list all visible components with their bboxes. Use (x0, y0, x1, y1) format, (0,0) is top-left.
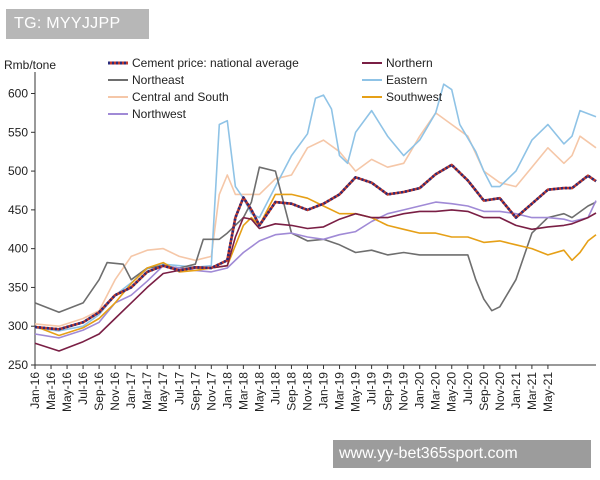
legend-label-northern: Northern (386, 56, 433, 70)
x-tick-label: Nov-19 (397, 372, 411, 411)
x-tick-label: Jan-19 (317, 372, 331, 409)
x-axis: Jan-16 Mar-16 May-16 Jul-16 Sep-16 Nov-16 Jan-… (28, 364, 596, 412)
legend-label-eastern: Eastern (386, 73, 427, 87)
x-tick-label: Jul-17 (172, 372, 186, 405)
x-tick-label: May-19 (349, 372, 363, 412)
series-line-eastern (34, 83, 597, 332)
x-tick-label: Mar-19 (333, 372, 347, 410)
series-line-central-and-south (34, 112, 597, 327)
y-tick-label: 450 (8, 203, 28, 217)
legend-label-southwest: Southwest (386, 90, 443, 104)
y-tick-label: 600 (8, 87, 28, 101)
x-tick-label: Mar-18 (236, 372, 250, 410)
x-tick-label: May-20 (445, 372, 459, 412)
x-tick-label: May-18 (252, 372, 266, 412)
y-tick-label: 400 (8, 242, 28, 256)
x-tick-label: Sep-17 (188, 372, 202, 411)
legend-label-northeast: Northeast (132, 73, 185, 87)
y-axis-label: Rmb/tone (4, 58, 56, 72)
series-line-southwest (34, 193, 597, 337)
watermark-bottom: www.yy-bet365sport.com (333, 440, 591, 468)
legend: Cement price: national average Northern Ea… (108, 56, 443, 121)
x-tick-label: Mar-20 (429, 372, 443, 410)
x-tick-label: Jan-18 (220, 372, 234, 409)
x-tick-label: Jul-16 (76, 372, 90, 405)
x-tick-label: Sep-16 (92, 372, 106, 411)
series-line-northeast (34, 166, 597, 314)
x-tick-label: Jul-20 (461, 372, 475, 405)
x-tick-label: May-17 (156, 372, 170, 412)
x-tick-label: Mar-17 (140, 372, 154, 410)
x-tick-label: Jul-19 (365, 372, 379, 405)
x-tick-label: Sep-19 (381, 372, 395, 411)
x-tick-label: Jul-18 (268, 372, 282, 405)
watermark-top: TG: MYYJJPP (6, 9, 149, 39)
x-tick-label: Jan-16 (28, 372, 42, 409)
legend-label-central-and-south: Central and South (132, 90, 229, 104)
y-axis: 250 300 350 400 450 500 550 600 (8, 72, 36, 372)
x-tick-label: Nov-17 (204, 372, 218, 411)
x-tick-label: Jan-17 (124, 372, 138, 409)
x-tick-label: Jan-20 (413, 372, 427, 409)
legend-label-cement-price-national-average: Cement price: national average (132, 56, 299, 70)
series-lines (34, 83, 597, 352)
x-tick-label: Sep-18 (284, 372, 298, 411)
series-line-cement-price-national-average (34, 163, 597, 331)
y-tick-label: 300 (8, 319, 28, 333)
series-line-cement-price-national-average-base (34, 163, 597, 331)
x-tick-label: Nov-18 (300, 372, 314, 411)
x-tick-label: Nov-20 (493, 372, 507, 411)
x-tick-label: May-21 (541, 372, 555, 412)
y-tick-label: 500 (8, 164, 28, 178)
y-tick-label: 250 (8, 358, 28, 372)
x-tick-label: Mar-16 (44, 372, 58, 410)
x-tick-label: Jan-21 (509, 372, 523, 409)
y-tick-label: 550 (8, 125, 28, 139)
y-tick-label: 350 (8, 280, 28, 294)
x-tick-label: Sep-20 (477, 372, 491, 411)
x-tick-label: May-16 (60, 372, 74, 412)
series-line-northern (34, 209, 597, 352)
x-tick-label: Nov-16 (108, 372, 122, 411)
legend-label-northwest: Northwest (132, 107, 187, 121)
x-tick-label: Mar-21 (525, 372, 539, 410)
series-line-northwest (34, 200, 597, 339)
